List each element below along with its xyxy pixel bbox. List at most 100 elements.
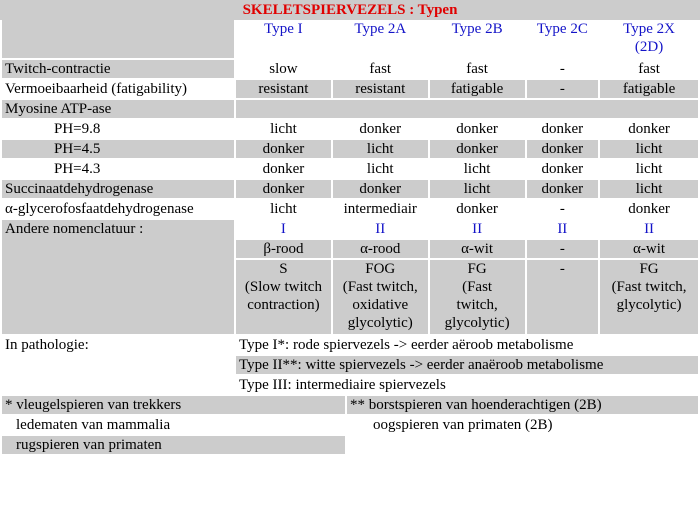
row-label: α-glycerofosfaatdehydrogenase	[2, 200, 235, 218]
header-type-1: Type I	[236, 20, 331, 58]
cell: -	[526, 80, 599, 98]
pathology-label: In pathologie:	[2, 336, 235, 394]
header-empty	[2, 20, 235, 58]
cell: FG (Fast twitch, glycolytic)	[600, 260, 698, 334]
header-type-2x-line1: Type 2X	[623, 21, 675, 37]
cell: fatigable	[429, 80, 525, 98]
cell: α-wit	[429, 240, 525, 258]
header-type-2b: Type 2B	[429, 20, 525, 58]
cell: licht	[236, 200, 331, 218]
cell: -	[526, 60, 599, 78]
cell-line: contraction)	[247, 297, 320, 313]
cell: licht	[332, 160, 428, 178]
note-left: rugspieren van primaten	[2, 436, 345, 454]
header-type-2a: Type 2A	[332, 20, 428, 58]
cell: donker	[429, 200, 525, 218]
note-right: oogspieren van primaten (2B)	[347, 416, 698, 434]
cell: S (Slow twitch contraction)	[236, 260, 331, 334]
notes-table: * vleugelspieren van trekkers ** borstsp…	[0, 394, 700, 456]
cell: licht	[332, 140, 428, 158]
cell: II	[526, 220, 599, 238]
row-label: Andere nomenclatuur :	[2, 220, 235, 334]
cell: -	[526, 240, 599, 258]
table-row: PH=4.3 donker licht licht donker licht	[2, 160, 698, 178]
cell-line: glycolytic)	[444, 315, 510, 331]
cell: licht	[600, 140, 698, 158]
cell: fast	[429, 60, 525, 78]
cell: fast	[600, 60, 698, 78]
cell: β-rood	[236, 240, 331, 258]
pathology-line: Type III: intermediaire spiervezels	[236, 376, 698, 394]
page-title: SKELETSPIERVEZELS : Typen	[0, 0, 700, 20]
row-label: Vermoeibaarheid (fatigability)	[2, 80, 235, 98]
row-label: PH=9.8	[2, 120, 235, 138]
cell-line: glycolytic)	[616, 297, 682, 313]
notes-row: ledematen van mammalia oogspieren van pr…	[2, 416, 698, 434]
cell-line: twitch,	[456, 297, 498, 313]
cell-line: oxidative	[352, 297, 409, 313]
notes-row: rugspieren van primaten	[2, 436, 698, 454]
table-row: Vermoeibaarheid (fatigability) resistant…	[2, 80, 698, 98]
cell: licht	[236, 120, 331, 138]
cell: resistant	[332, 80, 428, 98]
cell: slow	[236, 60, 331, 78]
cell: fast	[332, 60, 428, 78]
header-type-2x: Type 2X (2D)	[600, 20, 698, 58]
cell: II	[332, 220, 428, 238]
cell: donker	[526, 160, 599, 178]
note-right: ** borstspieren van hoenderachtigen (2B)	[347, 396, 698, 414]
row-label: Twitch-contractie	[2, 60, 235, 78]
cell: donker	[332, 180, 428, 198]
cell-line: (Slow twitch	[244, 279, 322, 295]
cell: intermediair	[332, 200, 428, 218]
note-left: ledematen van mammalia	[2, 416, 345, 434]
cell-line: (Fast twitch,	[342, 279, 418, 295]
title-text: SKELETSPIERVEZELS : Typen	[242, 2, 458, 18]
cell: donker	[526, 140, 599, 158]
cell-line: FOG	[365, 261, 396, 277]
cell: donker	[236, 160, 331, 178]
cell: FG (Fast twitch, glycolytic)	[429, 260, 525, 334]
cell: resistant	[236, 80, 331, 98]
pathology-line: Type I*: rode spiervezels -> eerder aëro…	[236, 336, 698, 354]
cell: donker	[600, 200, 698, 218]
cell: donker	[526, 180, 599, 198]
cell: II	[600, 220, 698, 238]
header-row: Type I Type 2A Type 2B Type 2C Type 2X (2…	[2, 20, 698, 58]
cell: -	[526, 260, 599, 334]
table-row: S (Slow twitch contraction) FOG (Fast tw…	[2, 260, 698, 334]
table-row: β-rood α-rood α-wit - α-wit	[2, 240, 698, 258]
table-row: Myosine ATP-ase	[2, 100, 698, 118]
table-row: Type II**: witte spiervezels -> eerder a…	[2, 356, 698, 374]
cell: α-rood	[332, 240, 428, 258]
cell: licht	[600, 160, 698, 178]
cell: donker	[236, 140, 331, 158]
cell-line: FG	[639, 261, 659, 277]
cell-line: FG	[467, 261, 487, 277]
table-row: Twitch-contractie slow fast fast - fast	[2, 60, 698, 78]
table-row: In pathologie: Type I*: rode spiervezels…	[2, 336, 698, 394]
cell: fatigable	[600, 80, 698, 98]
cell: licht	[600, 180, 698, 198]
table-row: Succinaatdehydrogenase donker donker lic…	[2, 180, 698, 198]
cell: donker	[429, 120, 525, 138]
cell: donker	[429, 140, 525, 158]
cell: licht	[429, 160, 525, 178]
cell: I	[236, 220, 331, 238]
notes-row: * vleugelspieren van trekkers ** borstsp…	[2, 396, 698, 414]
table-row: Andere nomenclatuur : I II II II II	[2, 220, 698, 334]
table-row: PH=9.8 licht donker donker donker donker	[2, 120, 698, 138]
row-label: PH=4.3	[2, 160, 235, 178]
cell: donker	[526, 120, 599, 138]
header-type-2x-line2: (2D)	[634, 39, 664, 55]
cell: donker	[332, 120, 428, 138]
row-label: Myosine ATP-ase	[2, 100, 235, 118]
row-label: Succinaatdehydrogenase	[2, 180, 235, 198]
cell-line: -	[559, 261, 565, 277]
pathology-line: Type II**: witte spiervezels -> eerder a…	[236, 356, 698, 374]
cell: α-wit	[600, 240, 698, 258]
fiber-types-table: Type I Type 2A Type 2B Type 2C Type 2X (2…	[0, 18, 700, 396]
table-row: α-glycerofosfaatdehydrogenase licht inte…	[2, 200, 698, 218]
cell: FOG (Fast twitch, oxidative glycolytic)	[332, 260, 428, 334]
cell-line: glycolytic)	[347, 315, 413, 331]
